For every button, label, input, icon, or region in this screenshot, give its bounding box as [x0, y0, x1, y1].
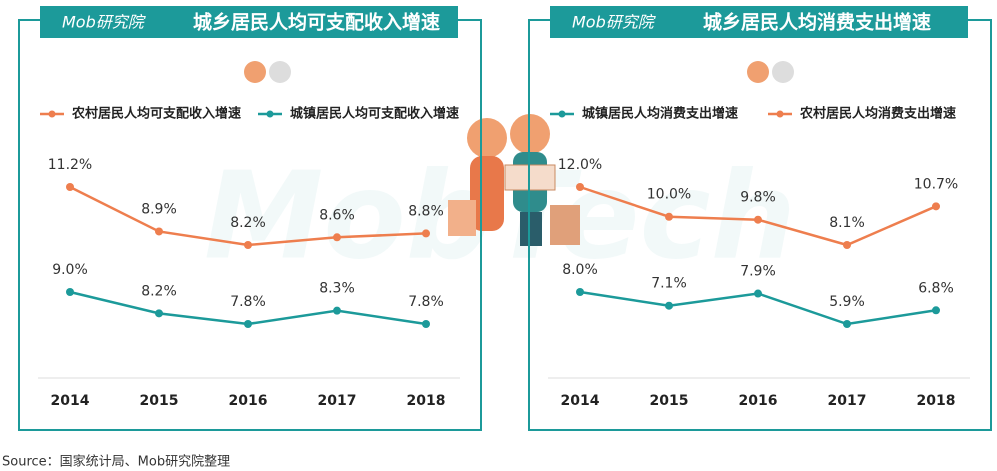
data-label: 7.8% [230, 294, 266, 310]
chart-title: 城乡居民人均消费支出增速 [703, 11, 931, 34]
data-point [66, 288, 74, 296]
x-tick-label: 2016 [739, 393, 778, 409]
brand: Mob研究院 [62, 13, 147, 32]
data-label: 7.8% [408, 294, 444, 310]
x-tick-label: 2016 [229, 393, 268, 409]
data-point [422, 229, 430, 238]
data-point [754, 215, 762, 224]
data-label: 9.0% [52, 262, 88, 278]
data-label: 8.9% [141, 201, 177, 217]
legend-label: 城镇居民人均可支配收入增速 [290, 106, 459, 122]
data-label: 10.7% [914, 176, 958, 192]
data-label: 5.9% [829, 294, 865, 310]
data-point [665, 212, 673, 221]
data-point [155, 309, 163, 318]
data-point [754, 289, 762, 298]
data-label: 8.3% [319, 281, 355, 297]
x-tick-label: 2017 [828, 393, 867, 409]
x-tick-label: 2014 [51, 393, 90, 409]
data-label: 7.1% [651, 276, 687, 292]
title-tab [550, 6, 968, 38]
legend-dot [48, 110, 56, 118]
data-point [333, 233, 341, 242]
data-point [244, 320, 252, 328]
x-tick-label: 2018 [407, 393, 446, 409]
data-point [843, 241, 851, 249]
legend-label: 城镇居民人均消费支出增速 [582, 106, 738, 122]
data-point [932, 306, 940, 315]
x-tick-label: 2015 [650, 393, 689, 409]
x-tick-label: 2017 [318, 393, 357, 409]
x-tick-label: 2015 [140, 393, 179, 409]
brand: Mob研究院 [572, 13, 657, 32]
data-label: 8.8% [408, 203, 444, 219]
legend-dot [776, 110, 784, 118]
data-label: 8.2% [141, 283, 177, 299]
data-point [843, 320, 851, 328]
data-point [244, 241, 252, 249]
data-point [932, 202, 940, 211]
data-label: 8.6% [319, 207, 355, 223]
data-label: 7.9% [740, 264, 776, 280]
legend-label: 农村居民人均可支配收入增速 [71, 106, 241, 122]
title-tab [40, 6, 458, 38]
data-label: 6.8% [918, 280, 954, 296]
x-tick-label: 2014 [561, 393, 600, 409]
data-point [66, 183, 74, 191]
legend-dot [558, 110, 566, 118]
data-label: 12.0% [558, 157, 602, 173]
data-label: 10.0% [647, 187, 691, 203]
data-label: 8.1% [829, 215, 865, 231]
legend-dot [266, 110, 274, 118]
data-label: 11.2% [48, 157, 92, 173]
source: Source：国家统计局、Mob研究院整理 [2, 454, 230, 470]
data-point [576, 288, 584, 296]
data-label: 8.2% [230, 215, 266, 231]
data-point [576, 183, 584, 191]
data-point [333, 306, 341, 315]
data-point [155, 227, 163, 236]
data-label: 9.8% [740, 190, 776, 206]
data-label: 8.0% [562, 262, 598, 278]
x-tick-label: 2018 [917, 393, 956, 409]
data-point [665, 301, 673, 310]
data-point [422, 320, 430, 328]
legend-label: 农村居民人均消费支出增速 [799, 106, 956, 122]
chart-title: 城乡居民人均可支配收入增速 [193, 11, 440, 34]
